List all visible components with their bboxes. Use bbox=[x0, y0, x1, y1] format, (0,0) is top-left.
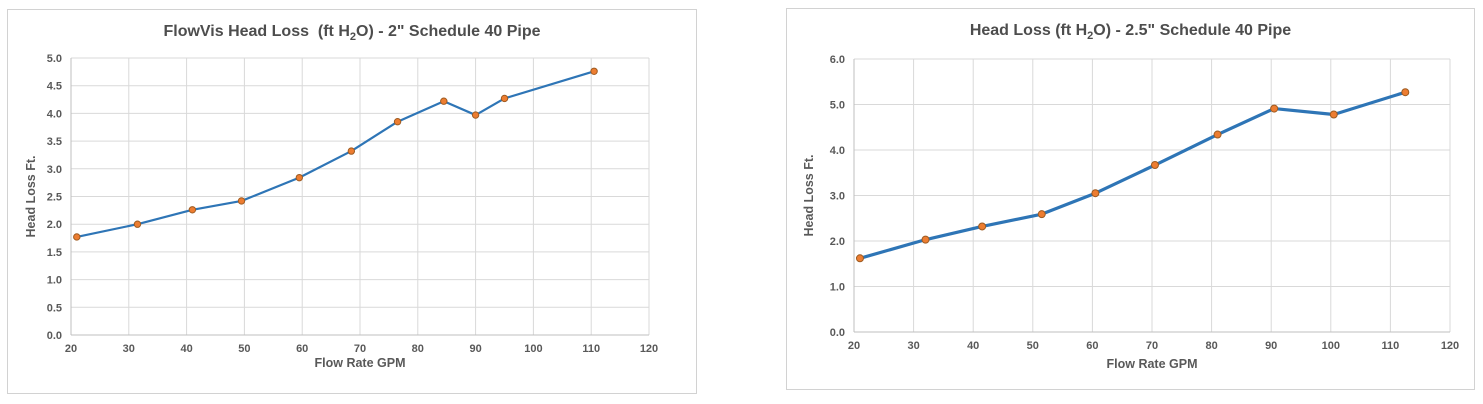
data-point-marker bbox=[855, 254, 864, 263]
right-chart-panel: 20 30 40 50 60 70 80 90 100 110 120 0.0 1.0 2.0 3.0 4.0… bbox=[786, 8, 1475, 390]
x-tick-label: 110 bbox=[582, 343, 600, 355]
data-point-marker bbox=[921, 235, 930, 244]
data-point-marker bbox=[471, 111, 480, 119]
y-tick-label: 1.5 bbox=[47, 247, 62, 259]
x-tick-label: 110 bbox=[1382, 340, 1400, 352]
data-point-marker bbox=[295, 173, 304, 182]
left-y-axis-title: Head Loss Ft. bbox=[24, 155, 38, 238]
y-tick-label: 3.5 bbox=[47, 136, 62, 148]
x-tick-label: 40 bbox=[180, 343, 192, 355]
y-tick-label: 5.0 bbox=[47, 53, 62, 65]
data-series-line bbox=[858, 90, 1407, 260]
left-chart-title-text: FlowVis Head Loss (ft H bbox=[163, 23, 350, 40]
y-tick-label: 0.5 bbox=[47, 302, 62, 314]
right-chart-title-text-end: O) - 2.5" Schedule 40 Pipe bbox=[1093, 22, 1292, 39]
data-point-marker bbox=[133, 220, 142, 228]
data-point-marker bbox=[1213, 130, 1222, 139]
data-point-marker bbox=[1150, 161, 1159, 170]
x-tick-label: 120 bbox=[1441, 340, 1459, 352]
x-tick-label: 100 bbox=[524, 343, 542, 355]
y-tick-label: 2.0 bbox=[47, 219, 62, 231]
right-chart-plot: 20 30 40 50 60 70 80 90 100 110 120 0.0 1.0 2.0 3.0 4.0… bbox=[830, 54, 1459, 352]
x-tick-label: 120 bbox=[640, 343, 658, 355]
data-point-marker bbox=[1329, 110, 1338, 119]
y-tick-label: 4.0 bbox=[47, 108, 62, 120]
x-tick-label: 100 bbox=[1322, 340, 1340, 352]
x-tick-label: 20 bbox=[65, 343, 77, 355]
data-point-marker bbox=[188, 206, 197, 214]
data-point-marker bbox=[1091, 189, 1100, 198]
y-tick-label: 4.0 bbox=[830, 145, 845, 157]
right-x-axis-title: Flow Rate GPM bbox=[1106, 357, 1198, 371]
left-chart-title-text-end: O) - 2" Schedule 40 Pipe bbox=[356, 23, 541, 40]
data-point-marker bbox=[73, 233, 81, 241]
x-tick-label: 30 bbox=[907, 340, 919, 352]
left-chart-panel: 20 30 40 50 60 70 80 90 100 110 120 0.0 0.5 1.0 1.5 2.0… bbox=[7, 9, 697, 394]
y-tick-label: 4.5 bbox=[47, 81, 62, 93]
right-chart-title-text: Head Loss (ft H bbox=[969, 22, 1088, 39]
y-tick-label: 3.0 bbox=[47, 164, 62, 176]
data-point-marker bbox=[590, 67, 598, 75]
y-tick-label: 3.0 bbox=[830, 191, 845, 203]
y-tick-label: 6.0 bbox=[830, 54, 845, 66]
left-chart-plot: 20 30 40 50 60 70 80 90 100 110 120 0.0 0.5 1.0 1.5 2.0… bbox=[47, 53, 658, 355]
y-tick-label: 0.0 bbox=[47, 330, 62, 342]
left-chart-title: FlowVis Head Loss (ft H2O) - 2" Schedule… bbox=[8, 23, 696, 43]
right-chart-title: Head Loss (ft H2O) - 2.5" Schedule 40 Pi… bbox=[787, 22, 1474, 42]
x-tick-label: 70 bbox=[354, 343, 366, 355]
y-tick-label: 1.0 bbox=[830, 282, 845, 294]
x-tick-label: 50 bbox=[238, 343, 250, 355]
x-tick-label: 20 bbox=[848, 340, 860, 352]
data-point-marker bbox=[1037, 210, 1046, 219]
y-tick-label: 2.5 bbox=[47, 192, 62, 204]
x-tick-label: 60 bbox=[1086, 340, 1098, 352]
x-tick-label: 80 bbox=[412, 343, 424, 355]
left-chart-title-subscript: 2 bbox=[349, 31, 356, 44]
data-point-marker bbox=[393, 118, 402, 126]
right-chart-title-subscript: 2 bbox=[1087, 30, 1094, 43]
data-point-marker bbox=[347, 147, 356, 155]
x-tick-label: 90 bbox=[469, 343, 481, 355]
data-point-marker bbox=[1401, 88, 1410, 97]
right-y-axis-title: Head Loss Ft. bbox=[802, 154, 816, 237]
x-tick-label: 80 bbox=[1205, 340, 1217, 352]
y-tick-label: 0.0 bbox=[830, 327, 845, 339]
data-series-line bbox=[75, 70, 596, 239]
x-tick-label: 60 bbox=[296, 343, 308, 355]
y-tick-label: 2.0 bbox=[830, 236, 845, 248]
data-point-marker bbox=[440, 97, 448, 105]
y-tick-label: 1.0 bbox=[47, 275, 62, 287]
data-point-marker bbox=[500, 94, 509, 103]
left-x-axis-title: Flow Rate GPM bbox=[314, 356, 406, 370]
x-tick-label: 30 bbox=[123, 343, 135, 355]
x-tick-label: 70 bbox=[1146, 340, 1158, 352]
y-tick-label: 5.0 bbox=[830, 100, 845, 112]
data-point-marker bbox=[1270, 104, 1279, 113]
data-point-marker bbox=[237, 197, 246, 205]
x-tick-label: 50 bbox=[1027, 340, 1039, 352]
x-tick-label: 90 bbox=[1265, 340, 1277, 352]
x-tick-label: 40 bbox=[967, 340, 979, 352]
data-point-marker bbox=[978, 222, 987, 231]
